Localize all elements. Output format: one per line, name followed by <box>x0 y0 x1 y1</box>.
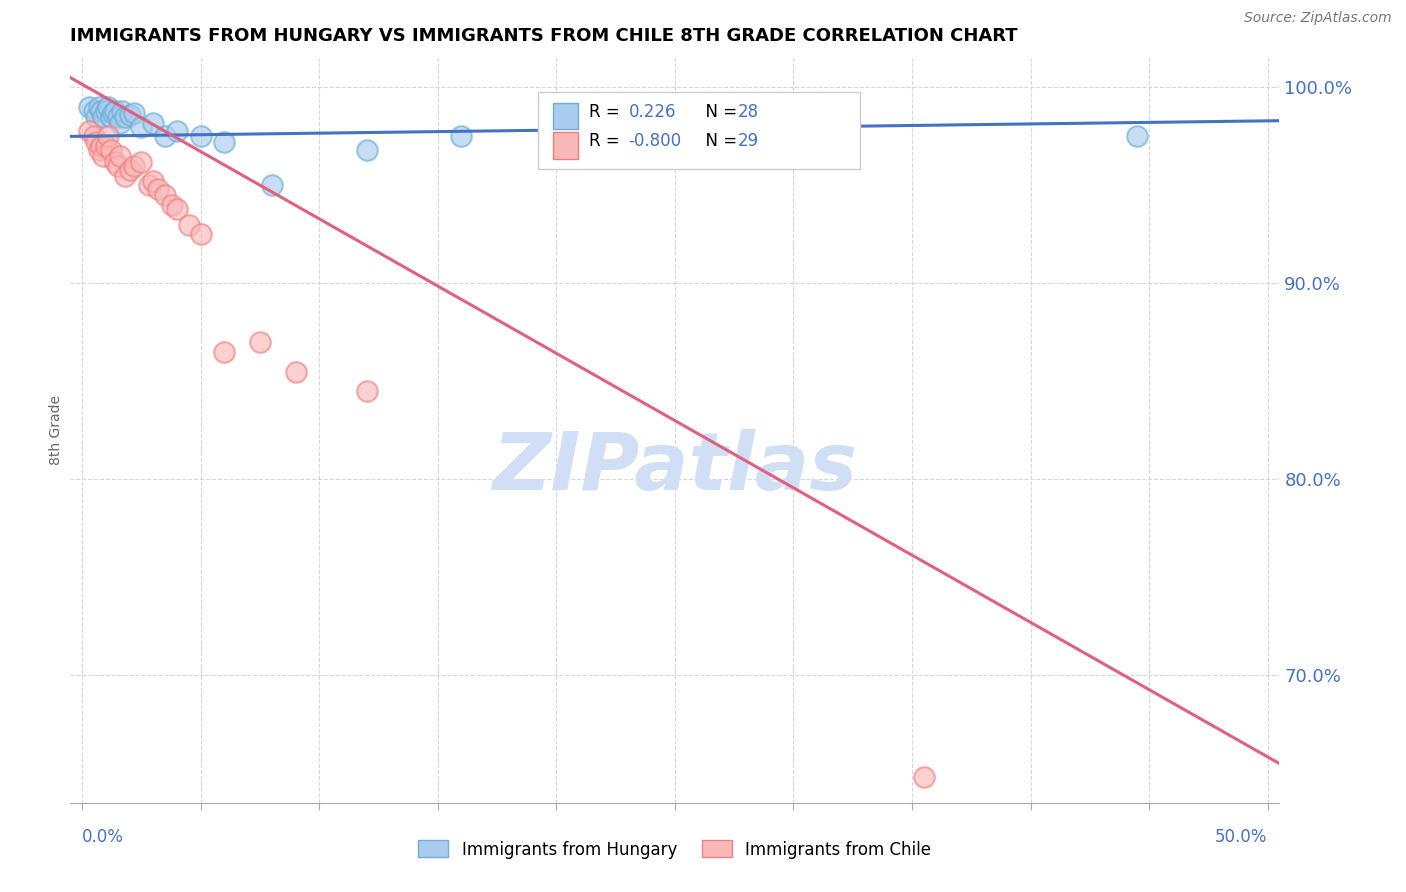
Text: ZIPatlas: ZIPatlas <box>492 429 858 507</box>
Point <box>83 103 105 118</box>
Point <box>93 110 115 124</box>
Text: -0.800: -0.800 <box>628 132 682 150</box>
Point <box>138 178 160 193</box>
Point <box>569 135 592 149</box>
Point <box>108 149 131 163</box>
Text: 50.0%: 50.0% <box>1215 828 1268 846</box>
Point <box>114 110 136 124</box>
Point <box>97 100 120 114</box>
Y-axis label: 8th Grade: 8th Grade <box>49 395 63 466</box>
Text: R =: R = <box>589 103 626 120</box>
Point <box>162 198 184 212</box>
Point <box>131 120 153 134</box>
Point <box>1126 129 1149 144</box>
Point <box>356 384 378 399</box>
Point <box>94 103 117 118</box>
Point <box>190 227 212 242</box>
Point <box>108 116 131 130</box>
Point <box>260 178 283 193</box>
Point <box>214 345 236 359</box>
Point <box>118 162 141 177</box>
Point <box>86 135 108 149</box>
Point <box>101 106 124 120</box>
Legend: Immigrants from Hungary, Immigrants from Chile: Immigrants from Hungary, Immigrants from… <box>412 834 938 865</box>
Point <box>107 159 129 173</box>
Point <box>107 110 129 124</box>
Point <box>153 129 176 144</box>
Point <box>146 182 169 196</box>
Text: N =: N = <box>695 132 742 150</box>
Point <box>114 169 136 183</box>
Text: 0.0%: 0.0% <box>82 828 124 846</box>
Point <box>166 123 188 137</box>
Point <box>90 139 112 153</box>
Point <box>142 116 165 130</box>
Text: 28: 28 <box>738 103 759 120</box>
Point <box>450 129 472 144</box>
Point <box>249 335 271 350</box>
Text: 29: 29 <box>738 132 759 150</box>
Point <box>100 110 122 124</box>
Point <box>104 154 127 169</box>
Point <box>214 135 236 149</box>
Point <box>124 106 146 120</box>
Point <box>104 103 127 118</box>
Point <box>284 365 307 379</box>
Point <box>77 100 100 114</box>
Point <box>100 143 122 157</box>
Point <box>111 103 134 118</box>
Text: N =: N = <box>695 103 742 120</box>
Point <box>90 103 112 118</box>
Point <box>86 110 108 124</box>
Text: R =: R = <box>589 132 626 150</box>
Point <box>153 188 176 202</box>
Point <box>83 129 105 144</box>
Point <box>912 770 935 784</box>
Text: Source: ZipAtlas.com: Source: ZipAtlas.com <box>1244 12 1392 25</box>
Text: 0.226: 0.226 <box>628 103 676 120</box>
Point <box>94 139 117 153</box>
Point <box>118 108 141 122</box>
Point <box>166 202 188 216</box>
Point <box>177 218 200 232</box>
Point <box>124 159 146 173</box>
Text: IMMIGRANTS FROM HUNGARY VS IMMIGRANTS FROM CHILE 8TH GRADE CORRELATION CHART: IMMIGRANTS FROM HUNGARY VS IMMIGRANTS FR… <box>70 28 1018 45</box>
Point <box>87 143 110 157</box>
Point <box>131 154 153 169</box>
Point <box>87 100 110 114</box>
Point <box>356 143 378 157</box>
Point <box>142 174 165 188</box>
Point <box>190 129 212 144</box>
Point <box>77 123 100 137</box>
Point <box>97 129 120 144</box>
Point <box>93 149 115 163</box>
